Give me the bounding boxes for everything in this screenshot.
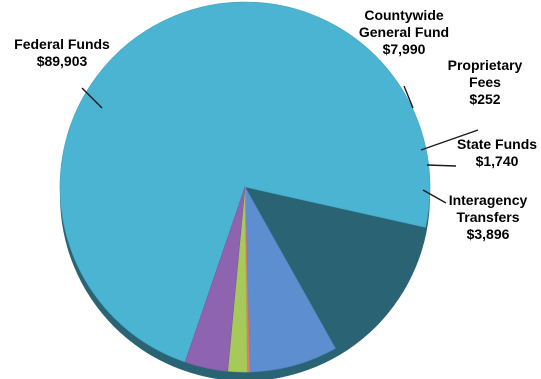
slice-label-countywide-general-fund: Countywide General Fund $7,990	[359, 7, 449, 57]
leader-line	[81, 87, 103, 109]
slice-label-line: Countywide	[364, 7, 444, 23]
slice-label-line: Transfers	[456, 209, 519, 225]
slice-labels: Federal Funds $89,903 Countywide General Fu…	[14, 7, 537, 242]
slice-label-line: General Fund	[359, 24, 449, 40]
slice-label-line: Proprietary	[448, 57, 523, 73]
slice-label-line: Federal Funds	[14, 36, 110, 52]
pie-slice-interagency-transfers	[184, 186, 246, 372]
slice-label-line: $1,740	[476, 153, 519, 169]
slice-label-line: $3,896	[467, 226, 510, 242]
slice-label-line: Interagency	[449, 192, 528, 208]
slice-label-proprietary-fees: Proprietary Fees $252	[448, 57, 523, 107]
leader-line	[403, 85, 414, 109]
leader-line	[420, 129, 479, 151]
slice-label-line: $89,903	[37, 53, 88, 69]
leader-line	[422, 189, 447, 204]
slice-label-line: $7,990	[383, 41, 426, 57]
pie-slices	[59, 1, 431, 373]
leader-line	[426, 164, 457, 167]
slice-label-federal-funds: Federal Funds $89,903	[14, 36, 110, 69]
slice-label-state-funds: State Funds $1,740	[457, 136, 537, 169]
slice-label-line: State Funds	[457, 136, 537, 152]
leader-lines	[81, 85, 479, 204]
slice-label-line: Fees	[469, 74, 501, 90]
slice-label-line: $252	[469, 91, 500, 107]
slice-label-interagency-transfers: Interagency Transfers $3,896	[449, 192, 528, 242]
